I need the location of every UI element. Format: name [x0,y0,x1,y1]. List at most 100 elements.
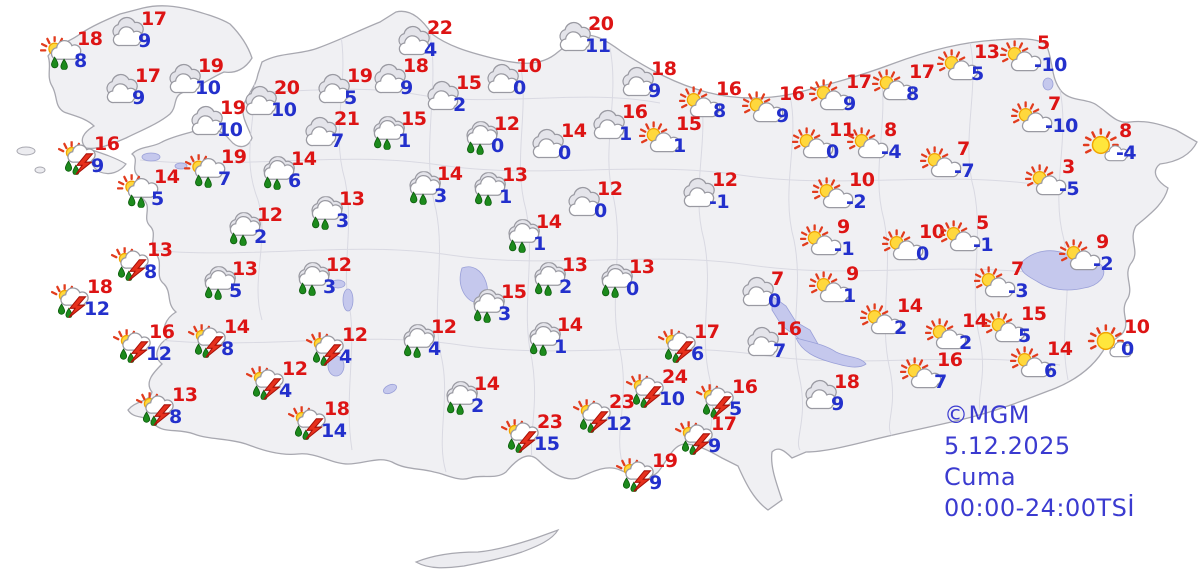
low-temp: 0 [626,278,639,300]
high-temp: 13 [232,258,258,280]
credit-copyright: ©MGM [944,401,1031,429]
low-temp: 5 [1018,325,1031,347]
high-temp: 16 [94,133,120,155]
low-temp: 6 [1044,360,1057,382]
high-temp: 18 [403,55,429,77]
aegean-island [34,166,46,174]
low-temp: 1 [499,186,512,208]
low-temp: 7 [331,130,344,152]
low-temp: 0 [594,200,607,222]
high-temp: 7 [1011,258,1024,280]
low-temp: 4 [339,346,352,368]
low-temp: 0 [558,142,571,164]
low-temp: 11 [585,35,611,57]
high-temp: 12 [494,113,520,135]
high-temp: 14 [557,314,583,336]
low-temp: 3 [323,276,336,298]
low-temp: 3 [498,303,511,325]
low-temp: 0 [513,77,526,99]
high-temp: 9 [1096,231,1109,253]
high-temp: 20 [274,77,300,99]
low-temp: 10 [271,99,297,121]
low-temp: -3 [1008,280,1029,302]
low-temp: 8 [144,261,157,283]
lake-aksehir [330,279,346,289]
low-temp: -1 [709,191,730,213]
low-temp: -10 [1045,115,1078,137]
high-temp: 12 [712,169,738,191]
high-temp: 16 [937,349,963,371]
high-temp: 17 [135,65,161,87]
low-temp: 9 [831,393,844,415]
high-temp: 13 [562,254,588,276]
low-temp: 10 [659,388,685,410]
high-temp: 13 [147,239,173,261]
high-temp: 14 [224,316,250,338]
high-temp: 13 [974,41,1000,63]
low-temp: 8 [713,100,726,122]
low-temp: 7 [773,340,786,362]
high-temp: 14 [291,148,317,170]
high-temp: 17 [141,8,167,30]
low-temp: 3 [434,185,447,207]
high-temp: 19 [220,97,246,119]
low-temp: 12 [146,343,172,365]
high-temp: 15 [401,108,427,130]
low-temp: 7 [934,371,947,393]
low-temp: 12 [606,413,632,435]
high-temp: 18 [77,28,103,50]
high-temp: 9 [837,216,850,238]
low-temp: -4 [881,141,902,163]
low-temp: 2 [894,317,907,339]
high-temp: 9 [846,263,859,285]
high-temp: 7 [1048,93,1061,115]
high-temp: 13 [172,384,198,406]
cyprus-island [414,528,560,569]
low-temp: 5 [151,188,164,210]
low-temp: 2 [471,395,484,417]
low-temp: 1 [554,336,567,358]
high-temp: 7 [771,268,784,290]
credit-period: 00:00-24:00TSİ [944,494,1135,522]
low-temp: 5 [971,63,984,85]
low-temp: 0 [491,135,504,157]
low-temp: 3 [336,210,349,232]
low-temp: -5 [1059,178,1080,200]
high-temp: 5 [976,212,989,234]
low-temp: 9 [708,435,721,457]
low-temp: 8 [906,83,919,105]
low-temp: 4 [424,39,437,61]
high-temp: 10 [849,169,875,191]
low-temp: 0 [1121,338,1134,360]
low-temp: 0 [768,290,781,312]
high-temp: 14 [474,373,500,395]
high-temp: 10 [516,55,542,77]
low-temp: 5 [344,87,357,109]
low-temp: 15 [534,433,560,455]
high-temp: 16 [776,318,802,340]
high-temp: 15 [1021,303,1047,325]
high-temp: 17 [909,61,935,83]
low-temp: 0 [916,243,929,265]
high-temp: 12 [597,178,623,200]
low-temp: -4 [1116,142,1137,164]
high-temp: 12 [282,358,308,380]
high-temp: 8 [1119,120,1132,142]
high-temp: 12 [326,254,352,276]
low-temp: 10 [195,77,221,99]
low-temp: 7 [218,168,231,190]
low-temp: 14 [321,420,347,442]
high-temp: 14 [437,163,463,185]
low-temp: 1 [673,135,686,157]
low-temp: 1 [619,123,632,145]
high-temp: 18 [324,398,350,420]
high-temp: 10 [1124,316,1150,338]
lake-sapanca [174,162,188,170]
high-temp: 8 [884,119,897,141]
high-temp: 5 [1037,32,1050,54]
high-temp: 16 [732,376,758,398]
low-temp: 9 [400,77,413,99]
low-temp: 8 [169,406,182,428]
low-temp: 0 [826,141,839,163]
high-temp: 17 [711,413,737,435]
